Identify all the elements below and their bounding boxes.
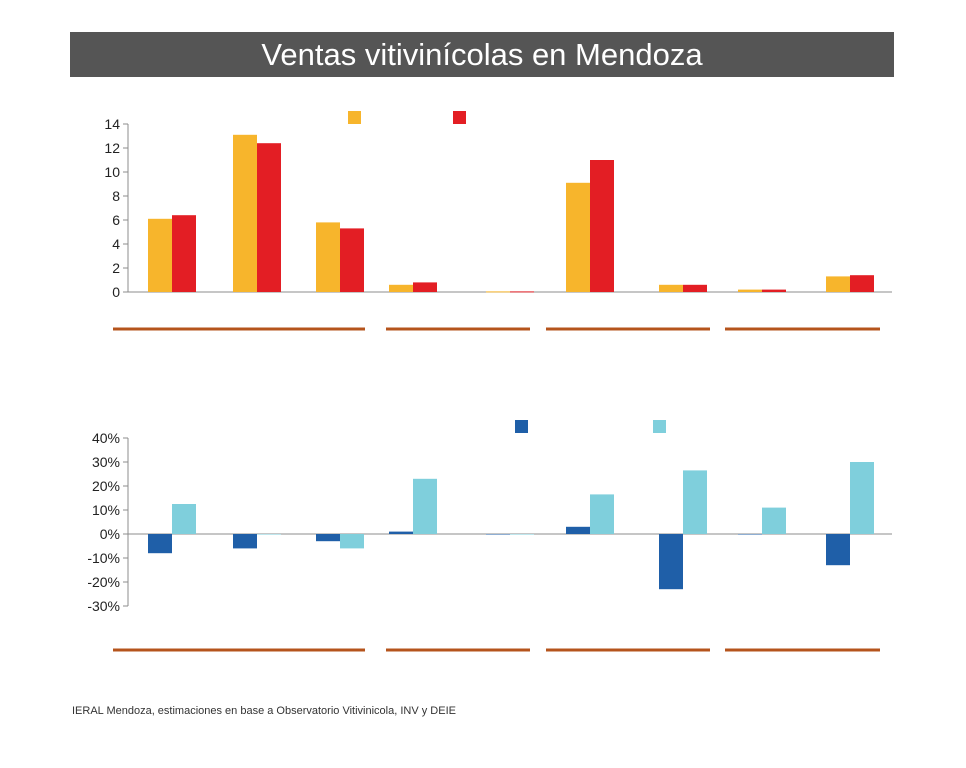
bar-0-2015-3 bbox=[389, 284, 413, 292]
bar-1-precio-sin-inflaci-n--7 bbox=[762, 507, 786, 534]
bar-0-2015-2 bbox=[316, 222, 340, 292]
bar-1-precio-sin-inflaci-n--8 bbox=[850, 462, 874, 534]
bar-1-cantidad-2 bbox=[316, 534, 340, 542]
bar-0-2016-1 bbox=[257, 143, 281, 292]
bar-1-cantidad-1 bbox=[233, 534, 257, 549]
bar-1-precio-sin-inflaci-n--4 bbox=[510, 534, 534, 535]
y-tick-label-0-3: 6 bbox=[112, 212, 120, 228]
bar-0-2016-2 bbox=[340, 228, 364, 292]
bar-1-cantidad-0 bbox=[148, 534, 172, 554]
page-title: Ventas vitivinícolas en Mendoza bbox=[261, 37, 703, 72]
bar-1-cantidad-8 bbox=[826, 534, 850, 566]
bar-0-2015-0 bbox=[148, 218, 172, 292]
y-tick-label-0-1: 2 bbox=[112, 260, 120, 276]
y-tick-label-0-0: 0 bbox=[112, 284, 120, 300]
y-tick-label-1-1: -20% bbox=[87, 574, 120, 590]
bar-0-2015-4 bbox=[486, 291, 510, 293]
y-tick-label-1-6: 30% bbox=[92, 454, 120, 470]
y-tick-label-0-4: 8 bbox=[112, 188, 120, 204]
bar-0-2016-6 bbox=[683, 284, 707, 292]
source-note: IERAL Mendoza, estimaciones en base a Ob… bbox=[72, 705, 456, 717]
bar-0-2015-8 bbox=[826, 276, 850, 292]
bar-1-cantidad-5 bbox=[566, 526, 590, 534]
bar-0-2016-0 bbox=[172, 215, 196, 292]
y-tick-label-1-3: 0% bbox=[100, 526, 120, 542]
bar-0-2016-5 bbox=[590, 160, 614, 292]
bar-1-cantidad-3 bbox=[389, 531, 413, 534]
y-tick-label-0-5: 10 bbox=[104, 164, 120, 180]
bar-0-2015-7 bbox=[738, 289, 762, 292]
bar-1-precio-sin-inflaci-n--0 bbox=[172, 504, 196, 534]
bar-1-precio-sin-inflaci-n--6 bbox=[683, 470, 707, 534]
bar-0-2015-1 bbox=[233, 134, 257, 292]
bar-0-2016-3 bbox=[413, 282, 437, 292]
bar-0-2015-6 bbox=[659, 284, 683, 292]
legend-swatch-1-0 bbox=[515, 420, 528, 433]
y-tick-label-1-5: 20% bbox=[92, 478, 120, 494]
chart-title-bar: Ventas vitivinícolas en Mendoza bbox=[70, 32, 894, 77]
legend-swatch-0-0 bbox=[348, 111, 361, 124]
legend-swatch-1-1 bbox=[653, 420, 666, 433]
bar-0-2016-8 bbox=[850, 275, 874, 292]
y-tick-label-0-7: 14 bbox=[104, 116, 120, 132]
y-tick-label-1-0: -30% bbox=[87, 598, 120, 614]
legend-swatch-0-1 bbox=[453, 111, 466, 124]
bar-0-2016-4 bbox=[510, 291, 534, 293]
y-tick-label-0-2: 4 bbox=[112, 236, 120, 252]
bar-1-precio-sin-inflaci-n--3 bbox=[413, 478, 437, 534]
y-tick-label-1-7: 40% bbox=[92, 430, 120, 446]
bar-0-2016-7 bbox=[762, 289, 786, 292]
bar-1-precio-sin-inflaci-n--5 bbox=[590, 494, 614, 534]
bar-1-cantidad-4 bbox=[486, 534, 510, 535]
y-tick-label-0-6: 12 bbox=[104, 140, 120, 156]
bar-1-cantidad-6 bbox=[659, 534, 683, 590]
y-tick-label-1-4: 10% bbox=[92, 502, 120, 518]
y-tick-label-1-2: -10% bbox=[87, 550, 120, 566]
bar-1-cantidad-7 bbox=[738, 534, 762, 535]
bar-1-precio-sin-inflaci-n--2 bbox=[340, 534, 364, 549]
bar-1-precio-sin-inflaci-n--1 bbox=[257, 534, 281, 535]
bar-0-2015-5 bbox=[566, 182, 590, 292]
